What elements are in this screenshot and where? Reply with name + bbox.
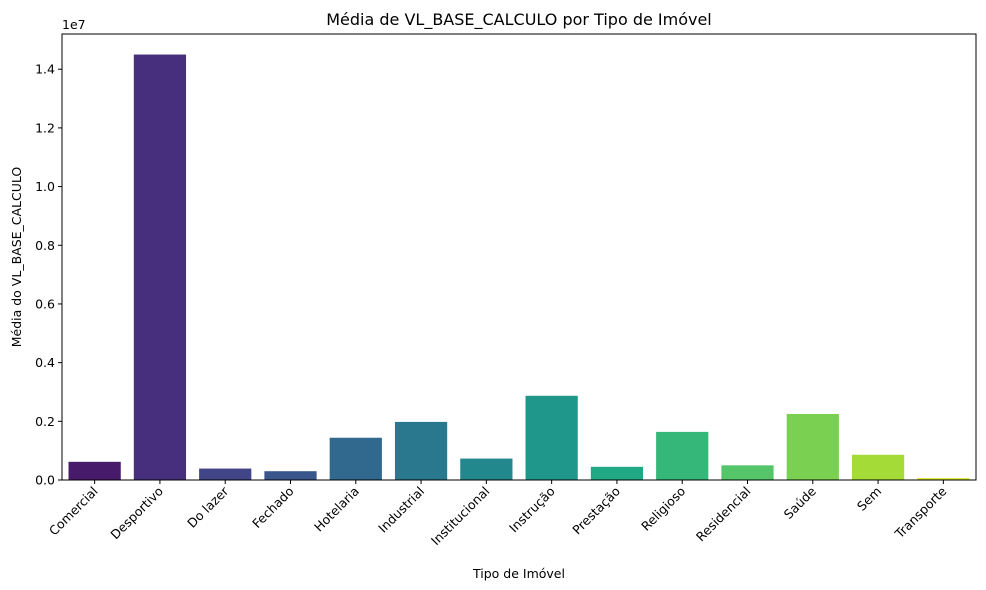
bar-sem bbox=[851, 454, 905, 480]
x-tick-label: Saúde bbox=[781, 483, 820, 522]
bar-prestacao bbox=[590, 466, 644, 480]
bar-institucional bbox=[460, 458, 513, 480]
x-tick-label: Institucional bbox=[428, 484, 493, 549]
x-tick-label: Comercial bbox=[46, 484, 101, 539]
x-tick-label: Residencial bbox=[693, 484, 754, 545]
bar-industrial bbox=[394, 421, 448, 480]
bar-do-lazer bbox=[199, 468, 252, 480]
bar-transporte bbox=[917, 478, 970, 480]
y-tick-label: 0.4 bbox=[35, 355, 55, 370]
bar-comercial bbox=[68, 461, 121, 480]
y-tick-label: 1.0 bbox=[35, 179, 55, 194]
x-axis-ticks: Comercial Desportivo Do lazer Fechado Hotela… bbox=[46, 480, 950, 548]
y-axis-label: Média do VL_BASE_CALCULO bbox=[9, 167, 24, 348]
x-tick-label: Transporte bbox=[891, 483, 949, 541]
y-tick-label: 0.0 bbox=[35, 473, 55, 488]
bar-instrucao bbox=[525, 395, 578, 480]
x-tick-label: Fechado bbox=[249, 484, 297, 532]
bar-fechado bbox=[264, 471, 317, 480]
bar-saude bbox=[786, 413, 839, 480]
x-axis-label: Tipo de Imóvel bbox=[472, 566, 565, 581]
bars-group bbox=[68, 54, 970, 480]
x-tick-label: Sem bbox=[854, 484, 884, 514]
y-tick-label: 1.2 bbox=[35, 120, 55, 135]
y-tick-label: 0.8 bbox=[35, 238, 55, 253]
y-tick-label: 0.6 bbox=[35, 296, 55, 311]
y-axis-ticks: 0.0 0.2 0.4 0.6 0.8 1.0 1.2 1.4 bbox=[35, 62, 62, 488]
bar-residencial bbox=[721, 465, 774, 480]
y-tick-label: 1.4 bbox=[35, 62, 55, 77]
x-tick-label: Religioso bbox=[638, 484, 688, 534]
x-tick-label: Prestação bbox=[569, 484, 623, 538]
x-tick-label: Do lazer bbox=[184, 483, 232, 531]
x-tick-label: Desportivo bbox=[107, 484, 166, 543]
chart-title: Média de VL_BASE_CALCULO por Tipo de Imó… bbox=[326, 10, 712, 30]
x-tick-label: Hotelaria bbox=[311, 484, 362, 535]
y-axis-offset-label: 1e7 bbox=[62, 17, 86, 32]
bar-religioso bbox=[656, 431, 709, 480]
x-tick-label: Instrução bbox=[506, 484, 558, 536]
bar-desportivo bbox=[133, 54, 187, 480]
x-tick-label: Industrial bbox=[375, 484, 427, 536]
bar-hotelaria bbox=[329, 437, 382, 480]
y-tick-label: 0.2 bbox=[35, 414, 55, 429]
plot-frame bbox=[61, 33, 977, 481]
